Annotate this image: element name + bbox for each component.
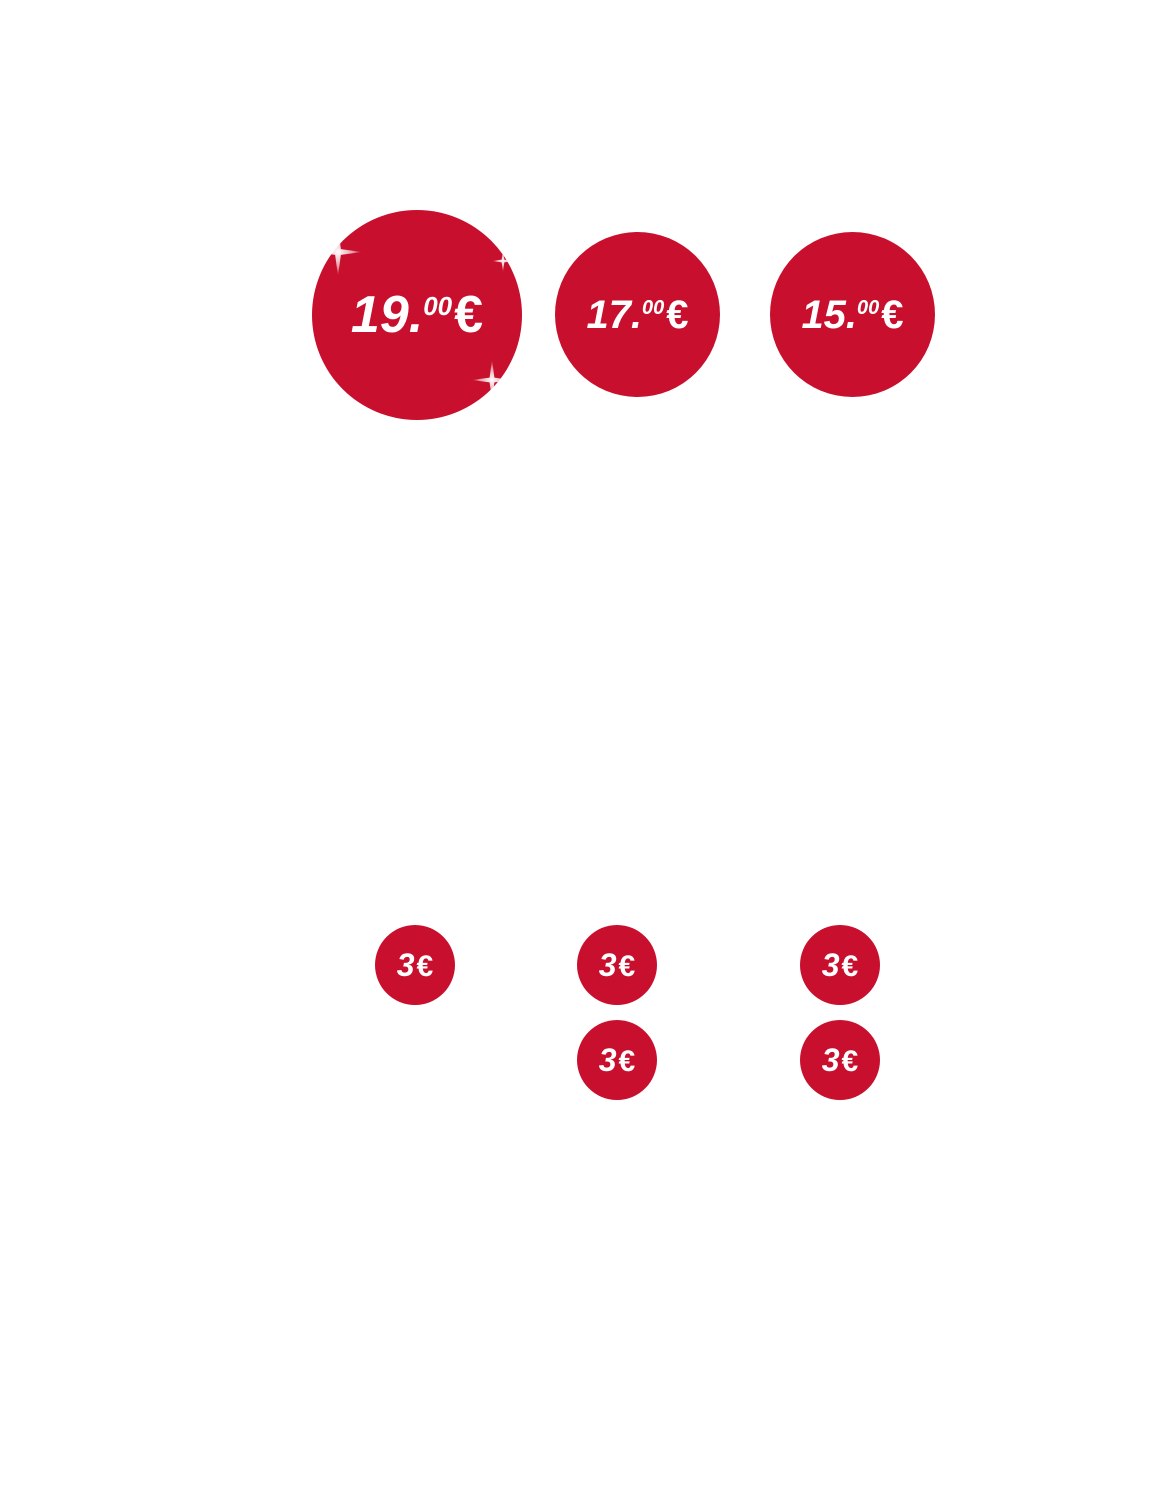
price-whole: 3 — [822, 1044, 840, 1076]
price-whole: 3 — [599, 1044, 617, 1076]
price-badge: 3€ — [375, 925, 455, 1005]
price-whole: 3 — [397, 949, 415, 981]
price-text: 3€ — [397, 949, 433, 982]
price-badge: 3€ — [577, 1020, 657, 1100]
price-cents: 00 — [642, 298, 664, 318]
currency-symbol: € — [417, 952, 434, 982]
price-cents: 00 — [423, 293, 452, 319]
price-text: 3€ — [822, 1044, 858, 1077]
currency-symbol: € — [619, 1047, 636, 1077]
price-badge: 15.00€ — [770, 232, 935, 397]
price-whole: 19. — [351, 289, 423, 341]
sparkle-icon — [314, 228, 362, 276]
currency-symbol: € — [454, 289, 483, 341]
currency-symbol: € — [619, 952, 636, 982]
price-text: 17.00€ — [586, 295, 688, 335]
price-badge: 19.00€ — [312, 210, 522, 420]
price-text: 3€ — [599, 949, 635, 982]
sparkle-icon — [492, 250, 514, 272]
price-cents: 00 — [857, 298, 879, 318]
price-whole: 17. — [586, 295, 642, 335]
price-text: 15.00€ — [801, 295, 903, 335]
price-badge: 3€ — [800, 1020, 880, 1100]
sparkle-icon — [472, 360, 512, 400]
price-text: 3€ — [822, 949, 858, 982]
price-badge: 3€ — [577, 925, 657, 1005]
currency-symbol: € — [666, 295, 688, 335]
currency-symbol: € — [881, 295, 903, 335]
currency-symbol: € — [842, 1047, 859, 1077]
price-badge: 17.00€ — [555, 232, 720, 397]
price-badge: 3€ — [800, 925, 880, 1005]
price-whole: 15. — [801, 295, 857, 335]
currency-symbol: € — [842, 952, 859, 982]
price-whole: 3 — [599, 949, 617, 981]
price-text: 3€ — [599, 1044, 635, 1077]
price-text: 19.00€ — [351, 289, 483, 341]
price-whole: 3 — [822, 949, 840, 981]
